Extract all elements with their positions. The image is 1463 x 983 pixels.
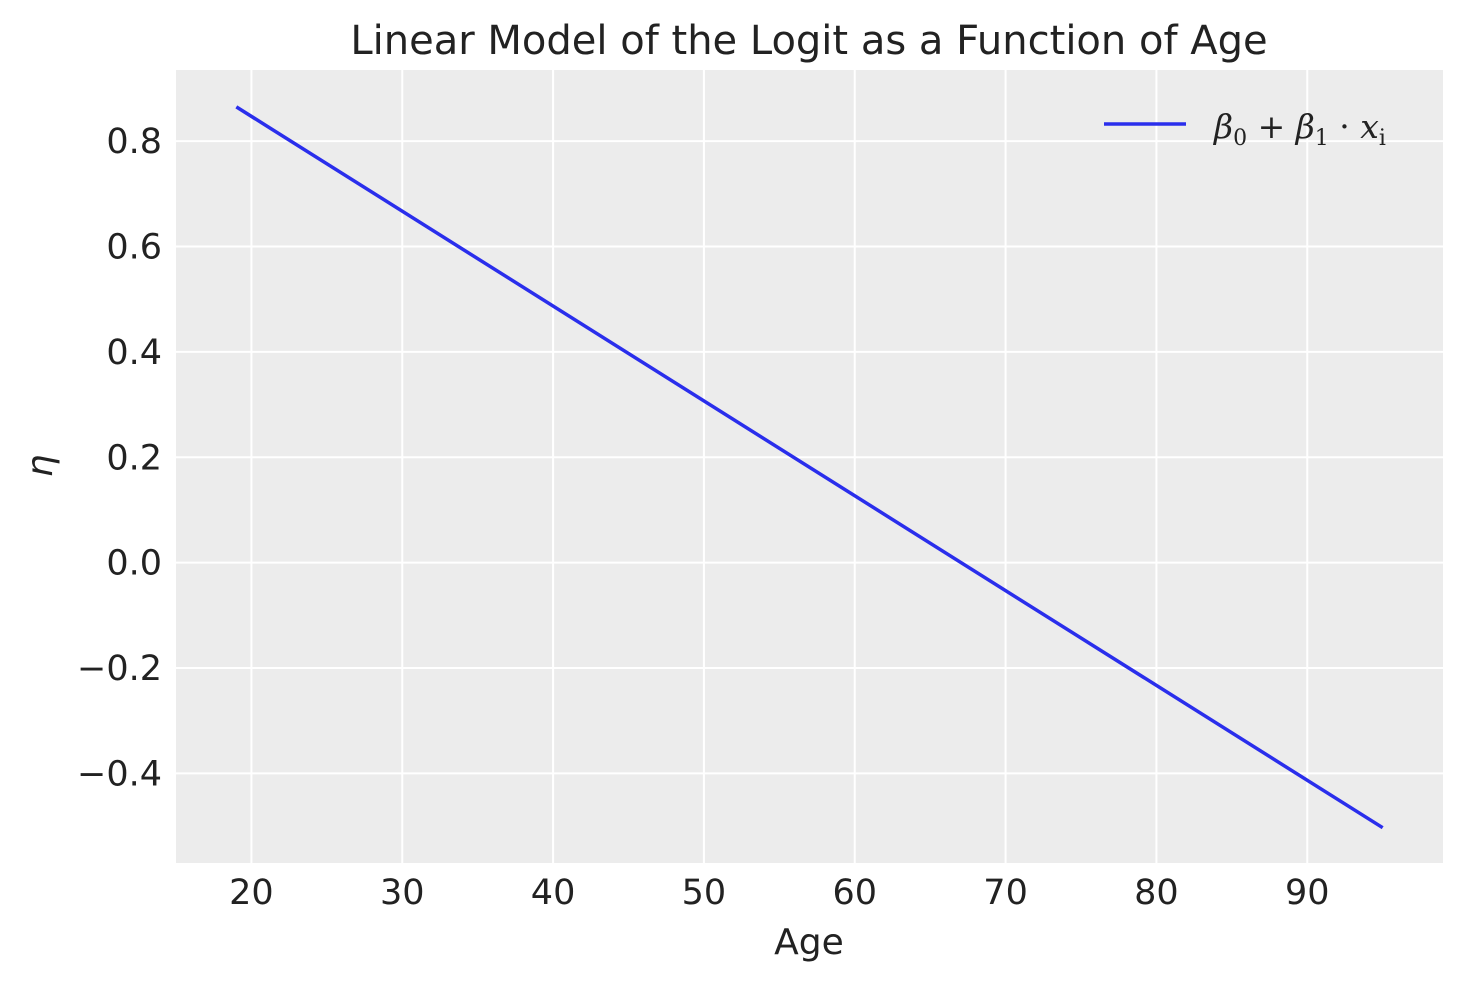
y-tick-labels: 0.8 0.6 0.4 0.2 0.0 −0.2 −0.4 xyxy=(77,122,162,794)
legend-label: β0 + β1 · xi xyxy=(1212,107,1386,151)
chart-title: Linear Model of the Logit as a Function … xyxy=(350,18,1267,64)
x-axis-label: Age xyxy=(774,922,844,963)
x-tick-labels: 20 30 40 50 60 70 80 90 xyxy=(229,873,1329,913)
y-tick-label: −0.4 xyxy=(77,754,162,794)
legend: β0 + β1 · xi xyxy=(1104,107,1386,151)
x-tick-label: 40 xyxy=(531,873,576,913)
y-tick-label: 0.4 xyxy=(106,333,162,373)
x-tick-label: 60 xyxy=(832,873,877,913)
x-tick-label: 30 xyxy=(380,873,425,913)
x-tick-label: 80 xyxy=(1134,873,1179,913)
y-tick-label: 0.6 xyxy=(106,228,162,268)
x-tick-label: 20 xyxy=(229,873,274,913)
series-line xyxy=(235,105,1384,830)
series-layer xyxy=(235,105,1384,830)
x-tick-label: 90 xyxy=(1285,873,1330,913)
x-tick-label: 70 xyxy=(983,873,1028,913)
y-tick-label: 0.8 xyxy=(106,122,162,162)
y-axis-label: η xyxy=(20,455,61,478)
y-tick-label: −0.2 xyxy=(77,649,162,689)
grid-lines xyxy=(176,70,1443,863)
x-tick-label: 50 xyxy=(682,873,727,913)
y-tick-label: 0.2 xyxy=(106,438,162,478)
y-tick-label: 0.0 xyxy=(106,544,162,584)
